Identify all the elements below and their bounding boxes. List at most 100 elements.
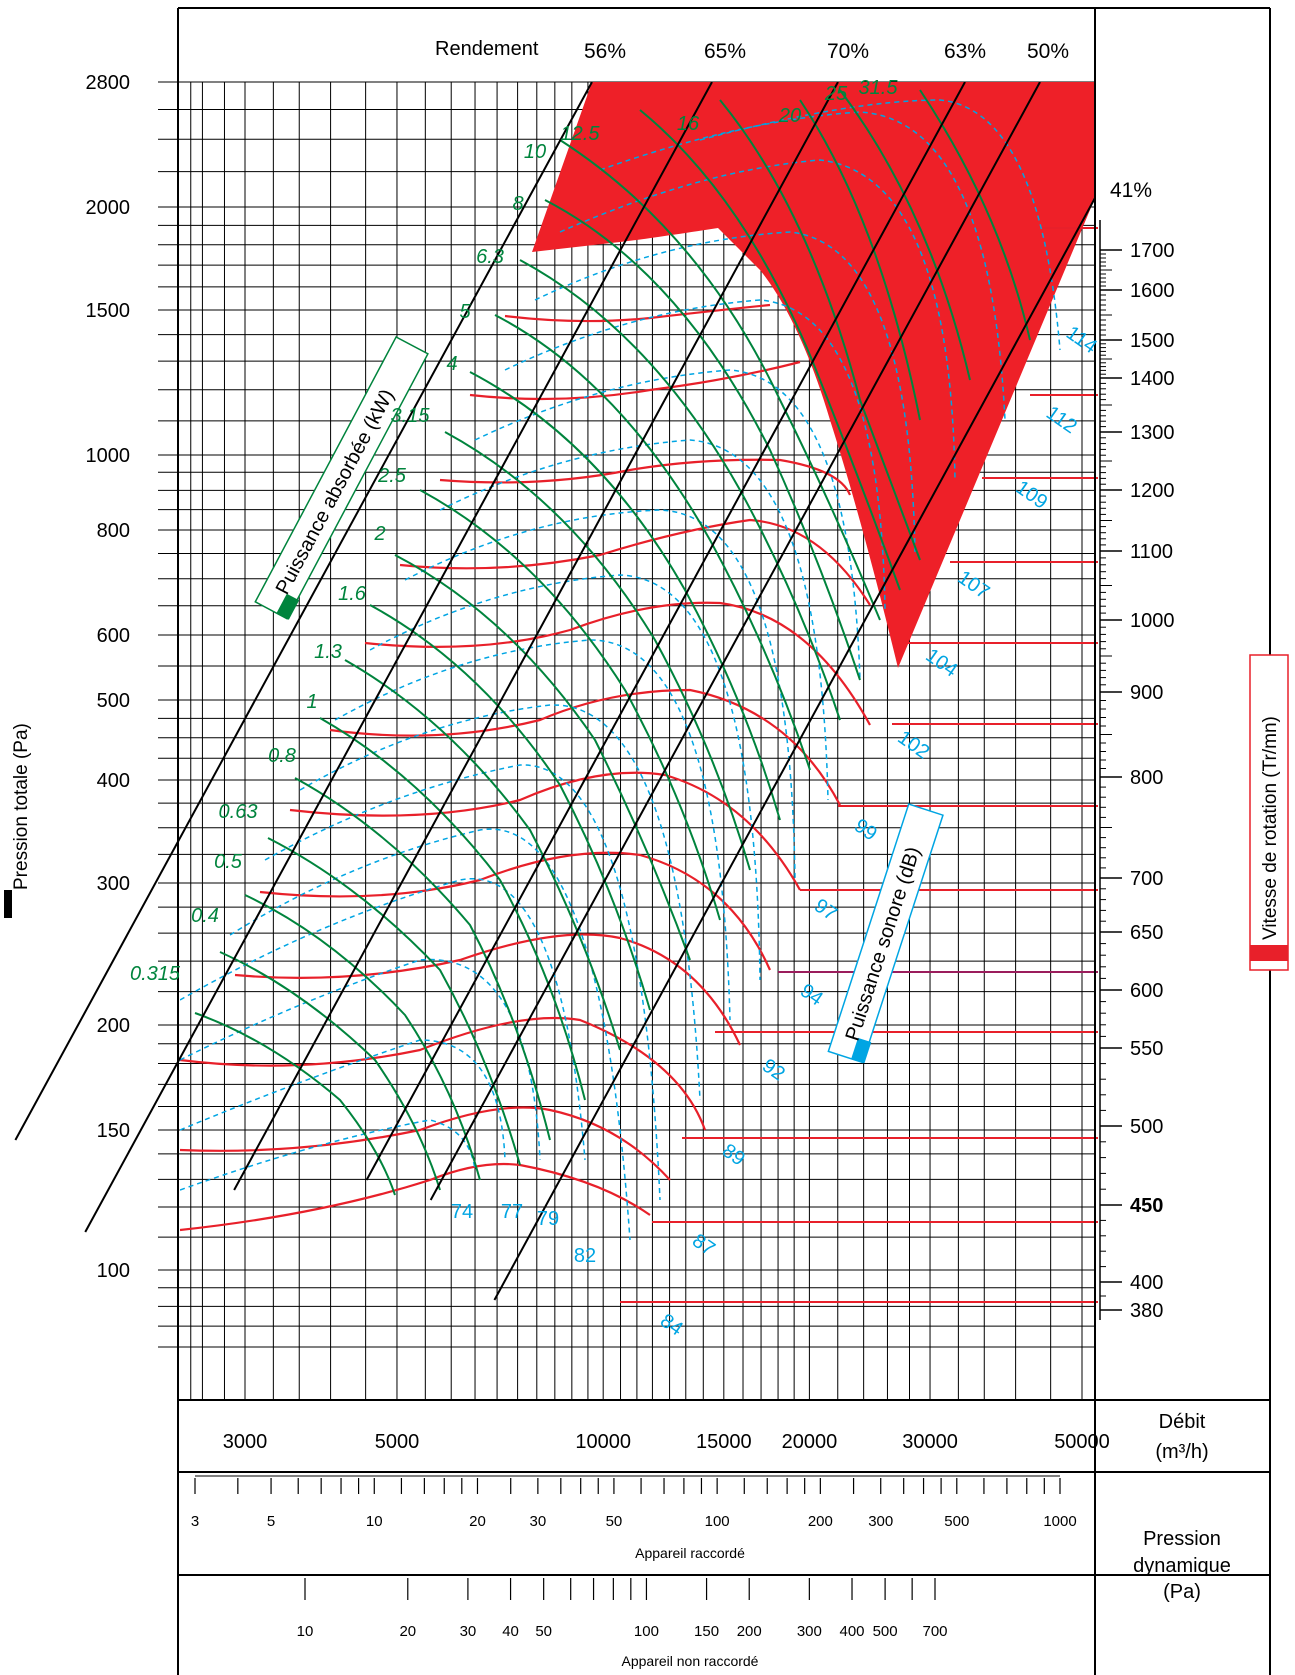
sound-curve	[180, 878, 586, 1161]
sound-value-label: 92	[758, 1055, 789, 1086]
sound-curve	[559, 159, 956, 481]
speed-axis-box	[1249, 654, 1289, 971]
sound-value-label: 104	[921, 645, 961, 682]
power-value-label: 31.5	[859, 77, 899, 99]
sound-value-label: 79	[537, 1208, 559, 1230]
dyn-not-connected-label: 40	[502, 1623, 519, 1640]
power-curve	[244, 894, 481, 1181]
speed-tick-label: 1200	[1130, 480, 1175, 502]
dynamic-pressure-title-2: dynamique	[1133, 1555, 1231, 1577]
power-value-label: 12.5	[561, 123, 601, 145]
speed-tick-label: 450	[1130, 1195, 1163, 1217]
speed-tick-label: 650	[1130, 922, 1163, 944]
flow-tick-label: 20000	[782, 1431, 838, 1453]
dyn-connected-label: 500	[944, 1513, 969, 1530]
power-labels: 10 8 6.3 5 4 3.15 2.5 2 1.6 1.3 1 0.8 0.63 0.5 0.4 0.31…	[130, 77, 898, 985]
speed-axis: 1700 1600 1500 1400 1300 1200 1100 1000 900 800 70…	[1099, 220, 1175, 1322]
pressure-tick-label: 2800	[86, 72, 131, 94]
efficiency-title: Rendement	[435, 38, 539, 60]
power-value-label: 6.3	[476, 246, 504, 268]
power-value-label: 0.8	[268, 745, 296, 767]
speed-tick-label: 380	[1130, 1300, 1163, 1322]
dyn-connected-label: 50	[606, 1513, 623, 1530]
power-value-label: 1.6	[338, 583, 367, 605]
dyn-connected-label: 1000	[1043, 1513, 1076, 1530]
sound-value-label: 87	[688, 1230, 719, 1261]
dyn-not-connected-label: 10	[297, 1623, 314, 1640]
sound-axis-label: Puissance sonore (dB)	[842, 844, 925, 1043]
sound-curve	[264, 764, 661, 1201]
power-curve	[394, 554, 691, 961]
sound-curve	[334, 639, 731, 1021]
sound-curve	[699, 99, 1061, 351]
pressure-tick-label: 500	[97, 690, 130, 712]
sound-value-label: 74	[451, 1201, 473, 1223]
power-curve	[369, 604, 651, 1011]
speed-curve	[259, 851, 772, 971]
flow-tick-label: 50000	[1054, 1431, 1110, 1453]
dynamic-pressure-unit: (Pa)	[1163, 1581, 1201, 1603]
power-value-label: 1	[306, 691, 317, 713]
dyn-not-connected-label: 400	[840, 1623, 865, 1640]
flow-axis: 3000 5000 10000 15000 20000 30000 50000	[223, 1431, 1110, 1453]
efficiency-value-label: 50%	[1027, 40, 1069, 63]
speed-curve	[180, 1106, 671, 1181]
speed-axis-marker	[1250, 945, 1288, 961]
speed-curve	[180, 1162, 651, 1232]
speed-curve	[364, 601, 871, 726]
power-curve	[419, 489, 721, 921]
speed-tick-label: 1400	[1130, 368, 1175, 390]
flow-tick-label: 3000	[223, 1431, 268, 1453]
power-value-label: 5	[459, 301, 471, 323]
pressure-tick-label: 150	[97, 1120, 130, 1142]
power-curve	[294, 777, 551, 1141]
power-curve	[799, 99, 921, 421]
efficiency-value-label: 56%	[584, 40, 626, 63]
speed-curve	[439, 458, 852, 496]
power-curve	[519, 259, 841, 721]
speed-tick-label: 1600	[1130, 280, 1175, 302]
efficiency-value-label: 65%	[704, 40, 746, 63]
power-axis-label: Puissance absorbée (kW)	[272, 386, 399, 599]
flow-axis-unit: (m³/h)	[1155, 1441, 1208, 1463]
pressure-tick-label: 200	[97, 1015, 130, 1037]
sound-curve	[599, 111, 1006, 421]
speed-curves	[180, 303, 871, 1232]
power-value-label: 25	[824, 83, 848, 105]
speed-tick-label: 400	[1130, 1272, 1163, 1294]
power-value-label: 0.315	[130, 963, 181, 985]
efficiency-line	[14, 81, 593, 1141]
power-curve	[919, 89, 1031, 341]
efficiency-line	[84, 81, 713, 1233]
power-curve	[344, 659, 621, 1051]
speed-axis-title: Vitesse de rotation (Tr/mn)	[1249, 654, 1289, 971]
speed-curve	[180, 1016, 707, 1131]
power-value-label: 0.5	[214, 851, 243, 873]
speed-tick-label: 1500	[1130, 330, 1175, 352]
dyn-not-connected-label: 20	[399, 1623, 416, 1640]
power-curve	[719, 99, 921, 561]
sound-value-label: 84	[656, 1310, 687, 1341]
pressure-tick-label: 800	[97, 520, 130, 542]
power-value-label: 16	[677, 113, 700, 135]
pressure-axis-label: Pression totale (Pa)	[11, 723, 32, 890]
efficiency-labels: 56% 65% 70% 63% 50% 41%	[584, 40, 1152, 202]
pressure-axis-title: Pression totale (Pa)	[4, 723, 32, 918]
power-curve	[494, 314, 811, 771]
pressure-tick-label: 100	[97, 1260, 130, 1282]
dyn-connected-label: 100	[705, 1513, 730, 1530]
power-curve	[469, 371, 781, 821]
speed-tick-label: 1000	[1130, 610, 1175, 632]
pressure-tick-label: 400	[97, 770, 130, 792]
flow-tick-label: 10000	[575, 1431, 631, 1453]
power-curve	[544, 199, 861, 681]
speed-curve	[234, 933, 741, 1046]
dyn-not-connected-label: 300	[797, 1623, 822, 1640]
speed-curve	[329, 688, 841, 806]
dyn-not-connected-label: 100	[634, 1623, 659, 1640]
sound-curve	[180, 958, 541, 1161]
out-of-range-zone	[532, 82, 1095, 668]
sound-value-label: 107	[953, 567, 993, 604]
